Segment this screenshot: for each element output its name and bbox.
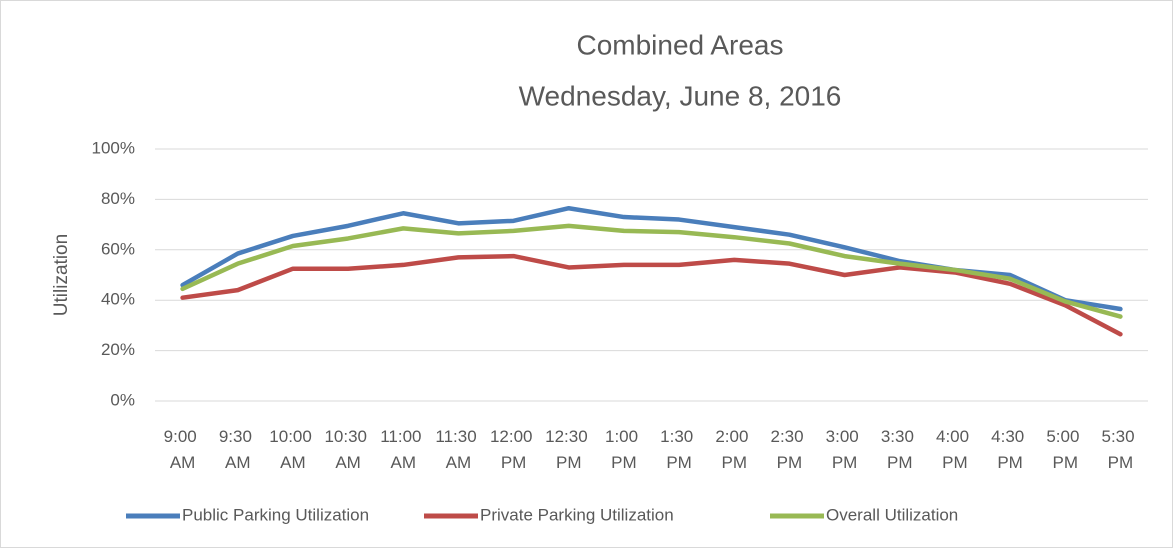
chart-subtitle: Wednesday, June 8, 2016 — [519, 80, 842, 111]
y-tick-label: 60% — [101, 239, 135, 258]
series-line — [180, 253, 1123, 337]
chart-title: Combined Areas — [576, 29, 783, 60]
legend-label: Private Parking Utilization — [480, 505, 674, 524]
x-tick-label: 1:00 PM — [605, 427, 643, 472]
x-tick-label: 10:00 AM — [269, 427, 316, 472]
y-tick-label: 20% — [101, 340, 135, 359]
legend-label: Overall Utilization — [826, 505, 958, 524]
y-tick-label: 0% — [110, 390, 135, 409]
y-tick-label: 100% — [92, 138, 135, 157]
x-tick-label: 1:30 PM — [660, 427, 698, 472]
x-tick-label: 2:00 PM — [715, 427, 753, 472]
x-tick-label: 5:00 PM — [1046, 427, 1084, 472]
x-tick-label: 5:30 PM — [1102, 427, 1140, 472]
x-tick-label: 4:00 PM — [936, 427, 974, 472]
y-axis-label: Utilization — [51, 234, 72, 316]
y-tick-label: 80% — [101, 189, 135, 208]
x-tick-label: 11:30 AM — [435, 427, 481, 472]
x-tick-label: 3:30 PM — [881, 427, 919, 472]
x-tick-label: 10:30 AM — [324, 427, 371, 472]
x-tick-label: 12:30 PM — [545, 427, 592, 472]
x-tick-label: 9:00 AM — [164, 427, 202, 472]
x-tick-label: 11:00 AM — [380, 427, 426, 472]
x-tick-label: 9:30 AM — [219, 427, 257, 472]
x-tick-label: 12:00 PM — [490, 427, 537, 472]
x-tick-label: 3:00 PM — [826, 427, 864, 472]
x-tick-label: 4:30 PM — [991, 427, 1029, 472]
y-tick-label: 40% — [101, 290, 135, 309]
x-tick-label: 2:30 PM — [771, 427, 809, 472]
legend-label: Public Parking Utilization — [182, 505, 369, 524]
series-line — [180, 223, 1123, 319]
